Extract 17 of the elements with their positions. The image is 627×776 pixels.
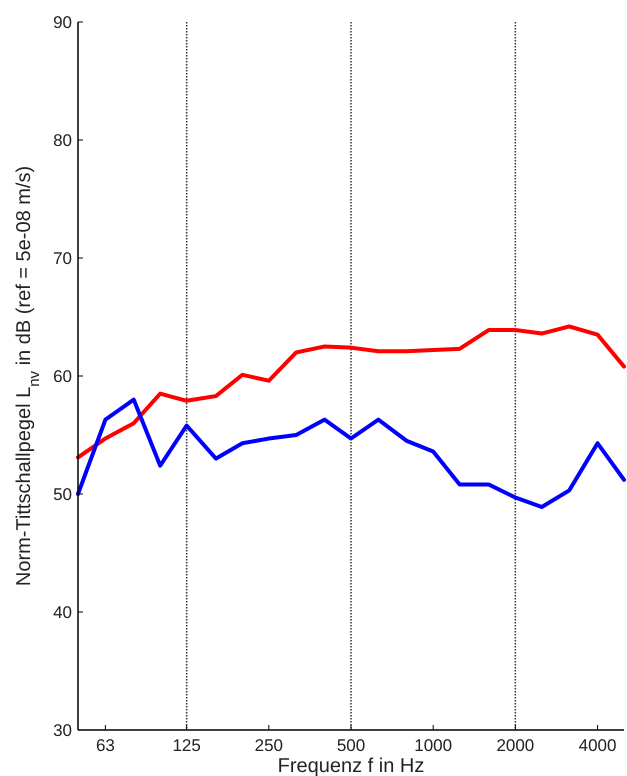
- y-tick-label: 80: [53, 130, 72, 150]
- y-tick-label: 30: [53, 720, 72, 740]
- y-tick-label: 70: [53, 248, 72, 268]
- x-tick-label: 500: [336, 736, 366, 755]
- x-tick-label: 1000: [414, 736, 452, 755]
- y-tick-label: 60: [53, 366, 72, 386]
- line-series: [76, 324, 626, 460]
- line-series: [76, 398, 626, 509]
- x-tick-label: 2000: [496, 736, 534, 755]
- x-tick-label: 250: [254, 736, 284, 755]
- x-tick-label: 125: [172, 736, 201, 755]
- x-axis-title: Frequenz f in Hz: [278, 755, 424, 776]
- y-tick-label: 50: [53, 484, 72, 504]
- x-tick-label: 4000: [578, 736, 616, 755]
- x-tick-label: 63: [96, 736, 115, 755]
- y-tick-label: 40: [53, 602, 72, 622]
- y-tick-label: 90: [53, 12, 72, 32]
